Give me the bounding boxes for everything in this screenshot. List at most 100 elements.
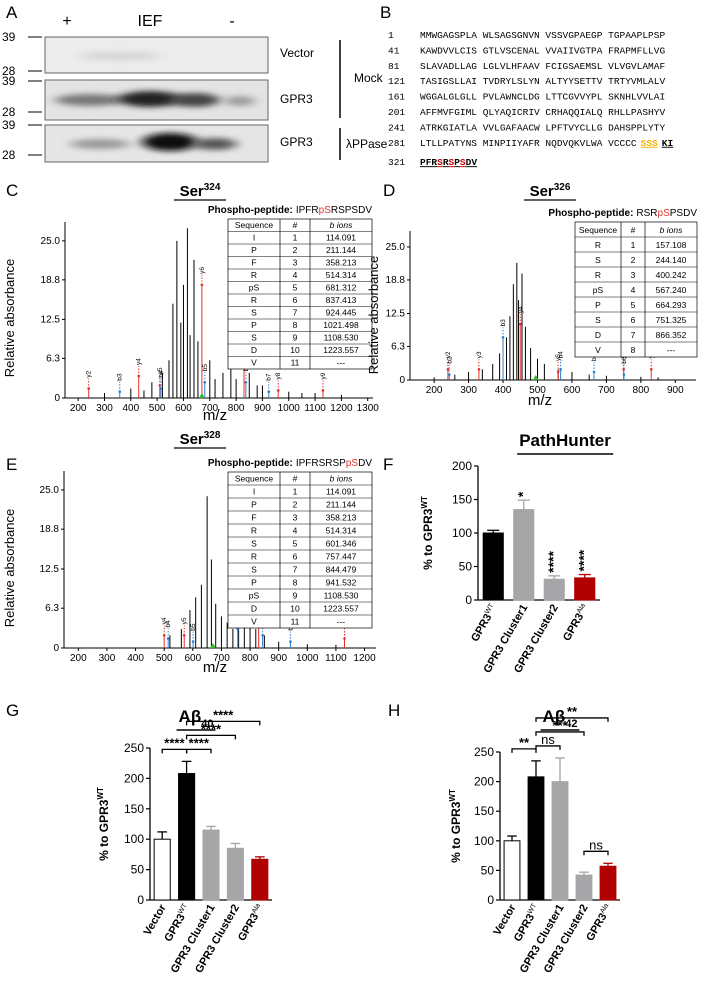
x-tick-label: 800 xyxy=(633,385,650,396)
table-cell: 10 xyxy=(290,345,300,355)
peak-dot xyxy=(159,387,163,390)
peak-dot xyxy=(447,373,451,376)
table-cell: D xyxy=(251,603,257,613)
residue-number: 1 xyxy=(388,30,394,41)
y-tick-label: 12.5 xyxy=(41,314,61,325)
sequence-line: LTLLPATYNS MINPIIYAFR NQDVQKVLWA VCCCC SS… xyxy=(420,138,673,149)
table-cell: 6 xyxy=(293,551,298,561)
peak-label: b4 xyxy=(558,351,565,359)
peak-dot xyxy=(267,390,271,394)
y-tick-label: 6.3 xyxy=(391,341,405,352)
x-tick-label: 200 xyxy=(70,653,87,664)
panel-letter: C xyxy=(6,181,18,200)
peak-dot xyxy=(244,380,248,384)
peptide-segment: pS xyxy=(319,205,332,216)
peak-label: y5 xyxy=(157,367,164,374)
table-header: Sequence xyxy=(579,225,618,235)
y-label-text: % to GPR3 xyxy=(421,508,435,570)
table-cell: 751.325 xyxy=(656,315,687,325)
peptide-segment: IPFR xyxy=(296,205,319,216)
table-cell: 358.213 xyxy=(326,258,357,268)
row-label: Vector xyxy=(280,46,314,60)
table-header: # xyxy=(631,225,636,235)
x-tick-label: 200 xyxy=(70,403,87,414)
comparison-label: ** xyxy=(567,704,578,719)
sequence-segment: ATRKGIATLA VVLGAFAACW LPFTVYCLLG DAHSPPL… xyxy=(420,122,665,133)
table-cell: 1 xyxy=(293,486,298,496)
table-cell: F xyxy=(251,258,256,268)
peak-label: y3 xyxy=(476,351,483,358)
category-sup: WT xyxy=(177,902,189,916)
y-tick-label: 18.8 xyxy=(386,275,406,286)
table-cell: P xyxy=(595,300,601,310)
peak-dot xyxy=(87,387,90,390)
x-tick-label: 1200 xyxy=(353,653,376,664)
x-tick-label: 600 xyxy=(184,653,201,664)
peak-dot xyxy=(162,634,166,637)
panel-letter: B xyxy=(380,3,391,22)
table-header: b ions xyxy=(660,225,683,235)
x-tick-label: 900 xyxy=(254,403,271,414)
table-cell: 567.240 xyxy=(656,285,687,295)
y-tick-label: 150 xyxy=(452,493,472,507)
chart-title: Ser324 xyxy=(180,182,221,200)
sequence-segment: S xyxy=(437,157,443,168)
peak-dot xyxy=(166,637,170,640)
x-tick-label: 900 xyxy=(270,653,287,664)
peak-label: b3 xyxy=(117,373,124,381)
table-cell: 114.091 xyxy=(326,233,356,243)
title-text: Aβ xyxy=(543,707,566,726)
peak-label: b3 xyxy=(500,319,507,327)
x-tick-label: 400 xyxy=(127,653,144,664)
x-tick-label: 1200 xyxy=(330,403,353,414)
peak-dot xyxy=(592,370,596,374)
peak-label: b5 xyxy=(190,623,197,631)
x-tick-label: 400 xyxy=(495,385,512,396)
peak-dot xyxy=(276,389,280,392)
peak-label: y9 xyxy=(320,372,327,379)
sequence-segment: R xyxy=(443,157,449,168)
peak-dot xyxy=(261,634,264,637)
y-tick-label: 100 xyxy=(452,526,472,540)
y-label-sup: WT xyxy=(420,496,429,509)
y-tick-label: 200 xyxy=(474,775,494,789)
x-tick-label: 1000 xyxy=(296,653,319,664)
y-tick-label: 100 xyxy=(124,832,144,846)
peak-label: b7 xyxy=(266,373,273,381)
table-cell: 358.213 xyxy=(326,512,357,522)
sequence-segment: SLAVADLLAG LGLVLHFAAV FCIGSAEMSL VLVGVLA… xyxy=(420,61,665,72)
comparison-bracket xyxy=(185,748,212,754)
table-header: # xyxy=(293,473,298,483)
x-tick-label: 1100 xyxy=(325,653,347,664)
table-header: b ions xyxy=(330,220,353,230)
x-tick-label: 800 xyxy=(242,653,259,664)
y-tick-label: 12.5 xyxy=(386,308,406,319)
sequence-segment: TASIGSLLAI TVDRYLSLYN ALTYYSETTV TRTYVML… xyxy=(420,76,665,87)
y-label-sup: WT xyxy=(448,789,457,802)
x-tick-label: 700 xyxy=(201,403,218,414)
table-cell: pS xyxy=(249,590,260,600)
significance: * xyxy=(515,491,531,497)
peptide-segment: PSDV xyxy=(670,208,698,219)
table-header: Sequence xyxy=(235,473,274,483)
table-cell: 2 xyxy=(631,255,636,265)
peak-label: y4 xyxy=(517,306,524,313)
y-axis-label: % to GPR3WT xyxy=(96,787,111,861)
y-tick-label: 200 xyxy=(124,771,144,785)
peptide-label: Phospho-peptide: xyxy=(548,208,633,219)
bar xyxy=(226,847,244,901)
table-cell: 3 xyxy=(293,258,298,268)
x-tick-label: 700 xyxy=(213,653,230,664)
y-tick-label: 150 xyxy=(124,802,144,816)
table-cell: 1108.530 xyxy=(324,590,359,600)
panel-letter: G xyxy=(6,701,19,720)
table-cell: 1021.498 xyxy=(323,320,359,330)
table-cell: S xyxy=(595,315,601,325)
table-cell: D xyxy=(251,345,257,355)
table-cell: 5 xyxy=(293,283,298,293)
residue-number: 121 xyxy=(388,76,405,87)
table-cell: S xyxy=(251,308,257,318)
bar xyxy=(503,840,521,901)
band xyxy=(142,133,198,151)
peptide: Phospho-peptide: IPFRSRSPpSDV xyxy=(208,458,372,469)
